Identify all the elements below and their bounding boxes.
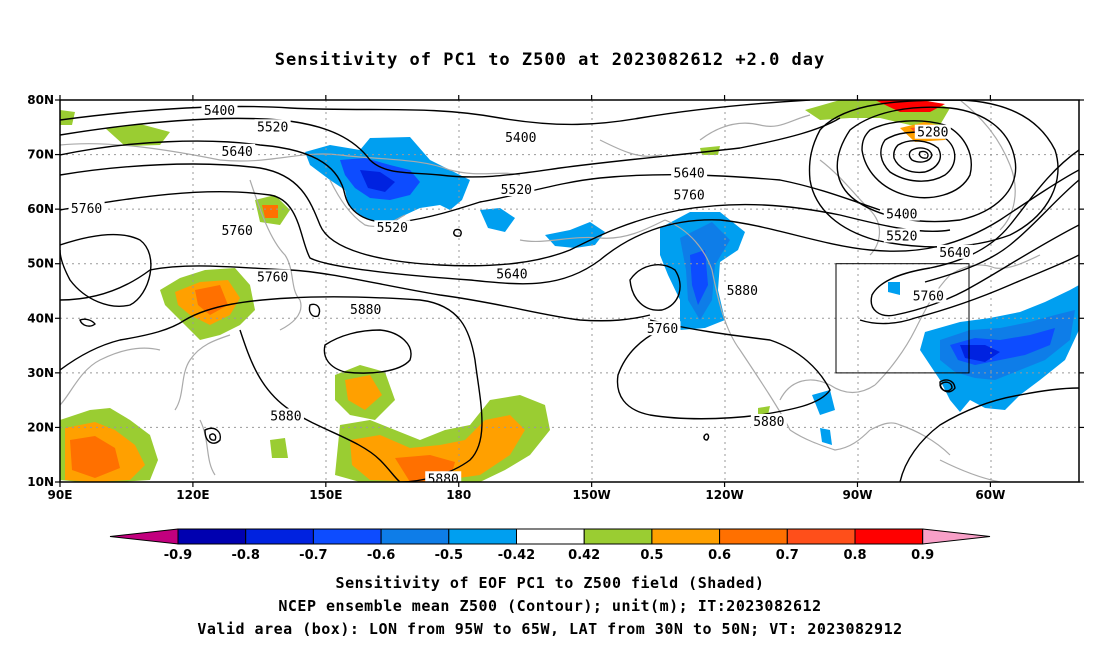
contour-label: 5880 [270, 410, 301, 425]
lon-tick-label: 60W [975, 488, 1005, 502]
colorbar-segment [719, 528, 788, 545]
lon-tick-label: 90W [843, 488, 873, 502]
contour-label-bg [201, 102, 238, 117]
contour-label: 5760 [913, 289, 944, 304]
colorbar-label: 0.7 [776, 548, 799, 563]
lon-tick-label: 120E [176, 488, 209, 502]
contour-label-bg [68, 201, 105, 216]
contour-label-bg [254, 269, 291, 284]
colorbar-segment [516, 528, 585, 545]
caption-shaded: Sensitivity of EOF PC1 to Z500 field (Sh… [335, 574, 765, 592]
lon-tick-label: 90E [48, 488, 73, 502]
colorbar-label: -0.7 [299, 548, 327, 563]
colorbar-segment [380, 528, 450, 545]
contour-label: 5400 [204, 104, 235, 119]
map-frame [59, 99, 1080, 483]
colorbar-segment [448, 528, 517, 545]
colorbar-segment [312, 528, 382, 545]
lat-tick-label: 70N [27, 148, 54, 162]
colorbar-segment [583, 528, 653, 545]
contour-label-bg [671, 187, 708, 202]
lat-tick-label: 40N [27, 311, 54, 325]
colorbar-segment [854, 528, 924, 545]
colorbar-high-extend [922, 528, 991, 545]
colorbar-label: -0.5 [435, 548, 463, 563]
contour-label: 5400 [505, 131, 536, 146]
contour-label-bg [750, 413, 787, 428]
contour-label: 5880 [753, 415, 784, 430]
contour-label-bg [254, 119, 291, 134]
colorbar-segment [786, 528, 856, 545]
contour-label-bg [644, 321, 681, 336]
contour-label-bg [936, 244, 973, 259]
latitude-axis: 10N 20N 30N 40N 50N 60N 70N 80N [27, 93, 1084, 489]
colorbar-label: 0.42 [568, 548, 600, 563]
contour-label-bg [374, 220, 411, 235]
colorbar-label: 0.5 [640, 548, 663, 563]
contour-label-bg [724, 283, 761, 297]
colorbar-label: 0.9 [911, 548, 934, 563]
lon-tick-label: 120W [705, 488, 743, 502]
lat-tick-label: 10N [27, 475, 54, 489]
contour-label-bg [671, 165, 708, 180]
contour-label-bg [219, 222, 256, 237]
colorbar-segment [177, 528, 247, 545]
contour-label: 5760 [257, 270, 288, 285]
lat-tick-label: 50N [27, 257, 54, 271]
lat-tick-label: 30N [27, 366, 54, 380]
contour-label: 5280 [917, 126, 948, 141]
contour-label-bg [493, 266, 530, 281]
lon-tick-label: 150W [573, 488, 611, 502]
contour-label: 5640 [222, 145, 253, 160]
colorbar-label: -0.9 [164, 548, 192, 563]
contour-labels: 5400 5520 5640 5760 5760 5760 5880 5880 5880 5400… [68, 102, 973, 487]
contour-label: 5760 [222, 224, 253, 239]
contour-label: 5880 [350, 303, 381, 318]
contour-label: 5400 [886, 208, 917, 223]
contour-label: 5520 [501, 183, 532, 198]
caption-valid-area: Valid area (box): LON from 95W to 65W, L… [197, 620, 903, 638]
lat-tick-label: 60N [27, 202, 54, 216]
lat-tick-label: 80N [27, 93, 54, 107]
colorbar-low-extend [109, 528, 179, 545]
contour-label: 5880 [727, 284, 758, 299]
colorbar-label: 0.8 [843, 548, 866, 563]
contour-label-bg [219, 143, 256, 158]
colorbar-label: 0.6 [708, 548, 731, 563]
contour-label: 5760 [673, 189, 704, 204]
contour-label-bg [502, 130, 539, 145]
caption-contour: NCEP ensemble mean Z500 (Contour); unit(… [278, 597, 822, 615]
contour-label: 5880 [428, 472, 459, 487]
lon-tick-label: 180 [446, 488, 471, 502]
contour-label-bg [267, 408, 304, 423]
contour-label: 5640 [673, 167, 704, 182]
colorbar-label: -0.8 [231, 548, 259, 563]
contour-label-bg [347, 302, 384, 317]
lat-tick-label: 20N [27, 420, 54, 434]
contour-label: 5760 [71, 202, 102, 217]
contour-label-bg [883, 206, 920, 221]
plot-title: Sensitivity of PC1 to Z500 at 2023082612… [274, 50, 826, 70]
longitude-axis: 90E 120E 150E 180 150W 120W 90W 60W [48, 95, 1005, 502]
contour-label-bg [498, 182, 535, 197]
contour-label-bg [910, 288, 947, 303]
z500-contours [60, 100, 1079, 482]
contour-label: 5520 [257, 120, 288, 135]
colorbar-segment [651, 528, 721, 545]
colorbar-label: -0.6 [367, 548, 395, 563]
contour-label: 5760 [647, 322, 678, 337]
colorbar-label: -0.42 [498, 548, 535, 563]
contour-label: 5640 [939, 246, 970, 261]
valid-area-box [835, 263, 970, 374]
contour-label: 5640 [496, 268, 527, 283]
contour-label: 5520 [886, 229, 917, 244]
contour-label-bg [883, 228, 920, 243]
lon-tick-label: 150E [309, 488, 342, 502]
contour-label-bg [425, 471, 462, 482]
contour-label: 5520 [377, 221, 408, 236]
colorbar-segment [245, 528, 314, 545]
colorbar: -0.9 -0.8 -0.7 -0.6 -0.5 -0.42 0.42 0.5 0.6 0.7 0.… [109, 528, 991, 563]
contour-label-bg [914, 124, 951, 139]
